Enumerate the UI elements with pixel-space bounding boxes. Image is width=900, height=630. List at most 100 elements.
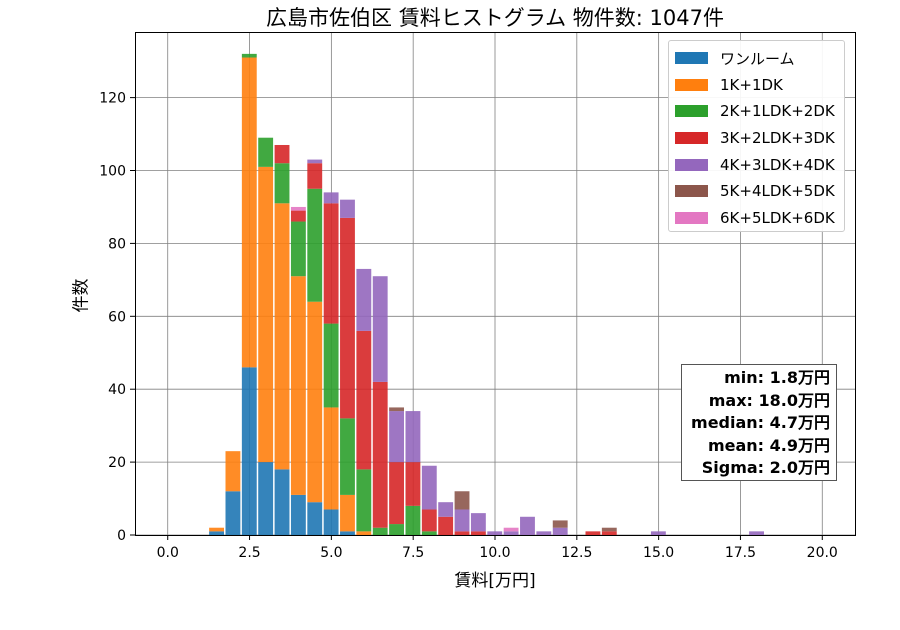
- x-tick-label: 15.0: [643, 545, 674, 561]
- bar-segment: [241, 367, 257, 535]
- bar-segment: [356, 268, 372, 331]
- bar-segment: [389, 524, 404, 535]
- bar-segment: [241, 53, 257, 58]
- y-tick-label: 20: [108, 455, 126, 471]
- bar-segment: [274, 203, 290, 470]
- bar-segment: [307, 502, 323, 535]
- bar-segment: [323, 323, 339, 408]
- legend-swatch: [675, 52, 708, 65]
- stat-min: min: 1.8万円: [724, 368, 830, 387]
- legend-swatch: [675, 158, 708, 171]
- bar-segment: [290, 206, 306, 211]
- bar-segment: [421, 509, 437, 532]
- bar-segment: [209, 531, 224, 535]
- bar-segment: [340, 494, 355, 532]
- bar-segment: [323, 192, 339, 204]
- bar-segment: [372, 381, 388, 528]
- bar-segment: [552, 527, 568, 535]
- bar-segment: [389, 411, 404, 463]
- x-tick-label: 20.0: [807, 545, 838, 561]
- bar-segment: [340, 418, 355, 495]
- bar-segment: [503, 527, 519, 532]
- bar-segment: [470, 513, 486, 532]
- bar-segment: [274, 163, 290, 204]
- bar-segment: [405, 411, 421, 463]
- bar-segment: [258, 166, 274, 463]
- bar-segment: [454, 491, 470, 510]
- legend-item: 1K+1DK: [675, 72, 838, 99]
- legend-item: 2K+1LDK+2DK: [675, 98, 838, 125]
- bar-segment: [340, 217, 355, 419]
- bar-segment: [209, 527, 224, 532]
- bar-segment: [601, 527, 617, 532]
- x-tick-label: 2.5: [238, 545, 260, 561]
- bar-segment: [389, 462, 404, 525]
- x-axis-ticks: 0.0 2.5 5.0 7.5 10.0 12.5 15.0 17.5 20.0: [157, 535, 838, 561]
- legend-label: 3K+2LDK+3DK: [720, 129, 835, 148]
- bar-segment: [438, 502, 454, 517]
- bar-segment: [241, 57, 257, 368]
- stat-max: max: 18.0万円: [708, 390, 830, 410]
- bar-segment: [454, 509, 470, 532]
- y-tick-label: 60: [108, 309, 126, 325]
- bar-segment: [323, 509, 339, 535]
- bar-segment: [225, 451, 241, 492]
- bar-segment: [307, 188, 323, 302]
- bar-segment: [340, 199, 355, 218]
- bar-segment: [290, 494, 306, 535]
- legend-item: 4K+3LDK+4DK: [675, 151, 838, 178]
- bar-segment: [520, 516, 535, 535]
- legend-item: 5K+4LDK+5DK: [675, 178, 838, 205]
- bar-segment: [421, 531, 437, 535]
- x-tick-label: 0.0: [157, 545, 179, 561]
- bar-segment: [438, 516, 454, 535]
- bar-segment: [585, 531, 601, 535]
- bar-segment: [225, 491, 241, 535]
- bar-segment: [356, 531, 372, 535]
- bar-segment: [323, 407, 339, 510]
- bar-segment: [389, 407, 404, 412]
- legend-label: 1K+1DK: [720, 75, 783, 94]
- y-tick-label: 120: [99, 91, 126, 107]
- y-tick-label: 80: [108, 236, 126, 252]
- legend-swatch: [675, 78, 708, 91]
- bar-segment: [536, 531, 552, 535]
- bar-segment: [552, 520, 568, 528]
- bar-segment: [290, 221, 306, 277]
- x-tick-label: 10.0: [479, 545, 510, 561]
- bar-segment: [454, 531, 470, 535]
- legend-label: 5K+4LDK+5DK: [720, 182, 835, 201]
- legend-label: 6K+5LDK+6DK: [720, 208, 835, 227]
- x-tick-label: 12.5: [561, 545, 592, 561]
- stat-median: median: 4.7万円: [691, 413, 830, 433]
- bar-segment: [274, 469, 290, 535]
- y-axis-ticks: 0 20 40 60 80 100 120: [99, 91, 135, 544]
- legend-swatch: [675, 185, 708, 198]
- legend-label: ワンルーム: [720, 49, 795, 68]
- x-tick-label: 7.5: [402, 545, 424, 561]
- bar-segment: [487, 531, 503, 535]
- bar-segment: [307, 163, 323, 189]
- stats-box: min: 1.8万円 max: 18.0万円 median: 4.7万円 mea…: [681, 364, 837, 481]
- bar-layer: [209, 53, 764, 535]
- y-tick-label: 0: [117, 528, 126, 544]
- legend-item: 3K+2LDK+3DK: [675, 125, 838, 152]
- bar-segment: [307, 301, 323, 503]
- bar-segment: [421, 465, 437, 510]
- bar-segment: [470, 531, 486, 535]
- bar-segment: [356, 469, 372, 532]
- bar-segment: [290, 276, 306, 495]
- bar-segment: [340, 531, 355, 535]
- legend-item: ワンルーム: [675, 45, 838, 72]
- chart-title: 広島市佐伯区 賃料ヒストグラム 物件数: 1047件: [266, 6, 724, 30]
- bar-segment: [749, 531, 764, 535]
- legend: ワンルーム 1K+1DK 2K+1LDK+2DK 3K+2LDK+3DK 4K+…: [668, 40, 845, 232]
- bar-segment: [601, 531, 617, 535]
- legend-item: 6K+5LDK+6DK: [675, 205, 838, 232]
- bar-segment: [307, 159, 323, 164]
- y-tick-label: 40: [108, 382, 126, 398]
- bar-segment: [372, 276, 388, 382]
- legend-label: 2K+1LDK+2DK: [720, 102, 835, 121]
- legend-swatch: [675, 211, 708, 224]
